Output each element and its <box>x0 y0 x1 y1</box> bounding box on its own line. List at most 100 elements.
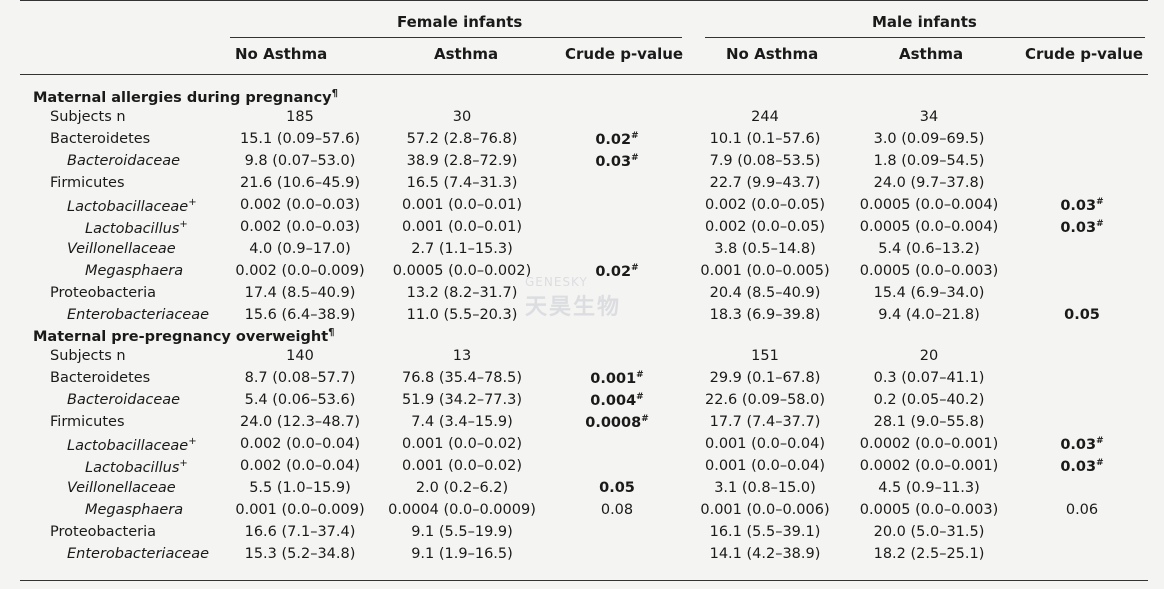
female-no-asthma-cell: 15.6 (6.4–38.9) <box>245 307 356 323</box>
female-asthma-cell-value: 11.0 (5.5–20.3) <box>406 307 518 323</box>
male-no-asthma-cell: 10.1 (0.1–57.6) <box>710 131 821 147</box>
female-pvalue-cell: 0.02# <box>595 131 638 148</box>
female-asthma-cell-value: 16.5 (7.4–31.3) <box>406 175 518 191</box>
female-pvalue-cell-mark: # <box>631 131 639 141</box>
row-label: Veillonellaceae <box>67 241 176 257</box>
female-pvalue-cell: 0.02# <box>595 263 638 280</box>
male-pvalue-cell-value: 0.06 <box>1065 502 1099 518</box>
female-pvalue-cell-value: 0.001 <box>590 370 637 387</box>
male-no-asthma-cell-value: 17.7 (7.4–37.7) <box>709 414 821 430</box>
male-no-asthma-cell: 22.7 (9.9–43.7) <box>710 175 821 191</box>
male-asthma-cell-value: 0.0002 (0.0–0.001) <box>859 458 999 474</box>
male-asthma-cell: 0.0002 (0.0–0.001) <box>860 436 998 452</box>
male-asthma-cell: 0.0005 (0.0–0.004) <box>860 219 998 235</box>
female-no-asthma-cell: 15.1 (0.09–57.6) <box>240 131 360 147</box>
watermark-latin: GENESKY <box>525 275 588 289</box>
group-header-male: Male infants <box>872 13 977 31</box>
female-no-asthma-cell: 9.8 (0.07–53.0) <box>245 153 356 169</box>
table-row: Lactobacillus+ 0.002 (0.0–0.04) 0.001 (0.0… <box>0 458 1164 480</box>
male-asthma-cell-value: 34 <box>919 109 939 125</box>
female-asthma-cell: 16.5 (7.4–31.3) <box>407 175 518 191</box>
row-label: Enterobacteriaceae <box>67 546 209 562</box>
table-row: Bacteroidetes 8.7 (0.08–57.7) 76.8 (35.4–7… <box>0 370 1164 392</box>
female-pvalue-cell: 0.08 <box>601 502 633 518</box>
female-no-asthma-cell: 185 <box>286 109 314 125</box>
col-header-female-pvalue: Crude p-value <box>565 45 684 63</box>
table-row: Veillonellaceae 5.5 (1.0–15.9) 2.0 (0.2–6.… <box>0 480 1164 502</box>
male-asthma-cell: 0.0005 (0.0–0.004) <box>860 197 998 213</box>
section-title-mark: ¶ <box>331 88 338 99</box>
row-label: Subjects n <box>50 348 126 364</box>
female-asthma-cell: 0.001 (0.0–0.01) <box>402 197 522 213</box>
female-no-asthma-cell: 0.002 (0.0–0.03) <box>240 219 360 235</box>
male-asthma-cell-value: 0.2 (0.05–40.2) <box>873 392 985 408</box>
row-label-text: Bacteroidetes <box>50 370 151 386</box>
row-label-text: Veillonellaceae <box>67 241 176 257</box>
female-no-asthma-cell: 15.3 (5.2–34.8) <box>245 546 356 562</box>
female-no-asthma-cell-value: 0.002 (0.0–0.009) <box>235 263 365 279</box>
male-asthma-cell: 1.8 (0.09–54.5) <box>874 153 985 169</box>
female-pvalue-cell-mark: # <box>636 370 644 380</box>
male-pvalue-cell: 0.03# <box>1060 436 1103 453</box>
male-asthma-cell: 20.0 (5.0–31.5) <box>874 524 985 540</box>
male-asthma-cell-value: 15.4 (6.9–34.0) <box>873 285 985 301</box>
male-no-asthma-cell: 7.9 (0.08–53.5) <box>710 153 821 169</box>
female-pvalue-cell-value: 0.0008 <box>585 414 642 431</box>
female-no-asthma-cell-value: 0.002 (0.0–0.04) <box>239 458 361 474</box>
section-title: Maternal pre-pregnancy overweight¶ <box>33 327 335 345</box>
male-no-asthma-cell-value: 0.001 (0.0–0.005) <box>700 263 830 279</box>
table-row: Bacteroidaceae 5.4 (0.06–53.6) 51.9 (34.2–… <box>0 392 1164 414</box>
male-asthma-cell-value: 0.0005 (0.0–0.003) <box>859 263 999 279</box>
male-asthma-cell-value: 24.0 (9.7–37.8) <box>873 175 985 191</box>
female-asthma-cell-value: 0.001 (0.0–0.02) <box>401 436 523 452</box>
row-label: Lactobacillaceae+ <box>67 197 197 215</box>
row-label-text: Lactobacillus <box>85 220 180 237</box>
male-asthma-cell-value: 18.2 (2.5–25.1) <box>873 546 985 562</box>
male-pvalue-cell: 0.03# <box>1060 458 1103 475</box>
male-no-asthma-cell-value: 18.3 (6.9–39.8) <box>709 307 821 323</box>
female-asthma-cell-value: 57.2 (2.8–76.8) <box>406 131 518 147</box>
male-no-asthma-cell-value: 16.1 (5.5–39.1) <box>709 524 821 540</box>
female-no-asthma-cell-value: 8.7 (0.08–57.7) <box>244 370 356 386</box>
col-header-female-no-asthma: No Asthma <box>235 45 328 63</box>
section-title-text: Maternal allergies during pregnancy <box>33 89 332 106</box>
female-asthma-cell: 0.001 (0.0–0.01) <box>402 219 522 235</box>
female-pvalue-cell: 0.001# <box>590 370 643 387</box>
group-header-female: Female infants <box>397 13 523 31</box>
row-label-text: Megasphaera <box>85 263 184 279</box>
row-label-text: Bacteroidetes <box>50 131 151 147</box>
male-no-asthma-cell: 151 <box>751 348 779 364</box>
row-label-text: Subjects n <box>50 109 126 125</box>
male-no-asthma-cell-value: 0.001 (0.0–0.04) <box>704 436 826 452</box>
male-no-asthma-cell: 3.8 (0.5–14.8) <box>714 241 816 257</box>
female-group-rule <box>230 37 682 38</box>
row-label: Bacteroidetes <box>50 370 150 386</box>
row-label: Bacteroidaceae <box>67 392 180 408</box>
female-asthma-cell: 2.7 (1.1–15.3) <box>411 241 513 257</box>
female-asthma-cell: 2.0 (0.2–6.2) <box>416 480 508 496</box>
female-no-asthma-cell: 0.002 (0.0–0.03) <box>240 197 360 213</box>
male-pvalue-cell: 0.06 <box>1066 502 1098 518</box>
row-label-text: Enterobacteriaceae <box>67 546 210 562</box>
header-rule <box>20 74 1148 75</box>
female-pvalue-cell-value: 0.05 <box>599 480 635 496</box>
male-asthma-cell-value: 0.0005 (0.0–0.004) <box>859 219 999 235</box>
female-asthma-cell-value: 9.1 (1.9–16.5) <box>411 546 513 562</box>
male-no-asthma-cell: 0.001 (0.0–0.006) <box>700 502 829 518</box>
female-no-asthma-cell: 5.4 (0.06–53.6) <box>245 392 356 408</box>
table-row: Megasphaera 0.002 (0.0–0.009) 0.0005 (0.0–… <box>0 263 1164 285</box>
female-no-asthma-cell-value: 185 <box>286 109 314 125</box>
female-no-asthma-cell-value: 24.0 (12.3–48.7) <box>239 414 361 430</box>
row-label-text: Lactobacillus <box>85 459 180 476</box>
col-header-male-no-asthma: No Asthma <box>726 45 819 63</box>
male-no-asthma-cell: 0.002 (0.0–0.05) <box>705 197 825 213</box>
female-no-asthma-cell-value: 0.001 (0.0–0.009) <box>235 502 365 518</box>
male-no-asthma-cell: 16.1 (5.5–39.1) <box>710 524 821 540</box>
female-asthma-cell: 7.4 (3.4–15.9) <box>411 414 513 430</box>
male-asthma-cell-value: 4.5 (0.9–11.3) <box>878 480 980 496</box>
female-asthma-cell: 0.0004 (0.0–0.0009) <box>388 502 536 518</box>
female-asthma-cell: 38.9 (2.8–72.9) <box>407 153 518 169</box>
female-no-asthma-cell: 4.0 (0.9–17.0) <box>249 241 351 257</box>
female-pvalue-cell-mark: # <box>641 414 649 424</box>
table-row: Proteobacteria 16.6 (7.1–37.4) 9.1 (5.5–19… <box>0 524 1164 546</box>
